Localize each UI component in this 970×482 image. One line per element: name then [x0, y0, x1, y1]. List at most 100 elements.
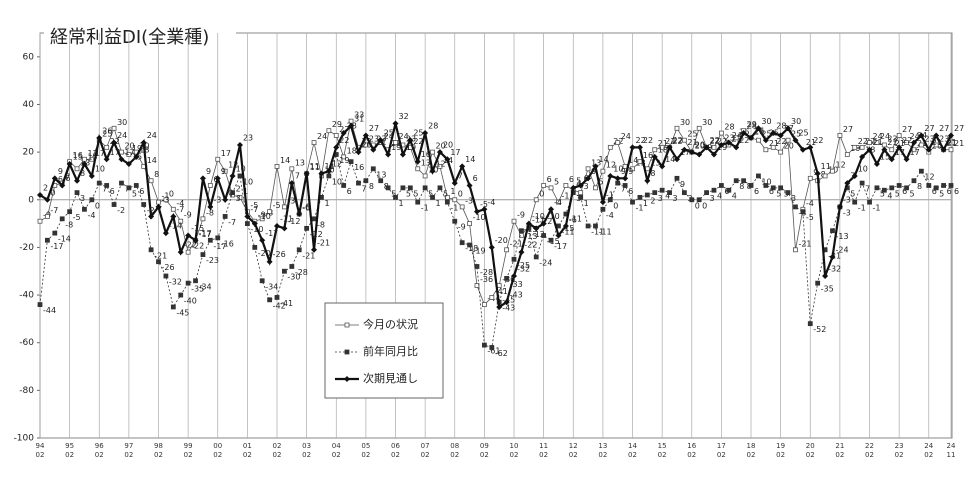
value-label: -45 — [176, 308, 189, 317]
value-label: 10 — [332, 177, 342, 186]
marker — [799, 146, 806, 153]
marker — [333, 144, 340, 151]
marker — [673, 156, 680, 163]
marker — [74, 177, 81, 184]
value-label: 16 — [643, 151, 653, 160]
value-label: 14 — [465, 155, 475, 164]
marker — [252, 245, 258, 250]
value-label: 9 — [621, 167, 626, 176]
marker — [82, 156, 87, 162]
value-label: 12 — [606, 161, 616, 170]
value-label: 4 — [732, 192, 737, 201]
value-label: 7 — [458, 172, 463, 181]
value-label: -7 — [176, 205, 184, 214]
value-label: 0 — [539, 189, 544, 198]
marker — [304, 225, 310, 231]
x-tick-label: 94 02 — [35, 442, 45, 459]
x-tick-label: 09 02 — [479, 442, 489, 459]
value-label: -10 — [258, 212, 271, 221]
series-line — [39, 123, 952, 309]
value-label: 5 — [576, 176, 581, 185]
marker — [467, 242, 472, 248]
marker — [244, 221, 250, 226]
value-label: 19 — [339, 156, 349, 165]
value-label: 21 — [932, 138, 942, 147]
value-label: 24 — [880, 132, 890, 141]
value-label: 0 — [695, 201, 700, 210]
value-label: 5 — [895, 189, 900, 198]
value-label: 13 — [591, 158, 601, 167]
marker — [814, 170, 821, 177]
value-label: -36 — [480, 275, 493, 284]
value-label: -1 — [162, 192, 170, 201]
value-label: 26 — [754, 126, 764, 135]
value-label: -9 — [258, 211, 266, 220]
marker — [548, 185, 554, 191]
marker — [422, 185, 428, 191]
value-label: 21 — [954, 139, 964, 148]
marker — [207, 203, 214, 210]
value-label: -3 — [213, 195, 221, 204]
marker — [741, 178, 747, 184]
marker — [185, 249, 191, 255]
value-label: 0 — [458, 189, 463, 198]
marker — [156, 199, 161, 205]
marker — [333, 133, 339, 138]
y-tick-label: -40 — [19, 291, 34, 301]
value-label: 5 — [406, 189, 411, 198]
value-label: -15 — [561, 224, 574, 233]
marker — [659, 187, 665, 193]
value-label: -7 — [50, 206, 58, 215]
marker — [370, 166, 376, 172]
value-label: 26 — [754, 127, 764, 136]
marker — [178, 292, 184, 298]
marker — [148, 178, 154, 184]
value-label: -3 — [843, 195, 851, 204]
value-label: -24 — [835, 245, 848, 254]
value-label: 18 — [658, 145, 668, 154]
value-label: 6 — [569, 175, 574, 184]
marker — [896, 133, 902, 138]
value-label: -4 — [554, 198, 562, 207]
marker — [363, 142, 369, 148]
value-label: 22 — [673, 137, 683, 146]
marker — [474, 283, 480, 288]
value-label: 15 — [73, 153, 83, 162]
x-tick-label: 95 02 — [65, 442, 75, 459]
value-label: 6 — [65, 174, 70, 183]
value-label: 1 — [436, 199, 441, 208]
y-tick-label: -100 — [14, 434, 35, 444]
value-label: 23 — [939, 134, 949, 143]
value-label: -26 — [162, 263, 175, 272]
marker — [422, 130, 429, 137]
marker — [762, 137, 769, 144]
marker — [562, 222, 569, 229]
marker — [267, 209, 273, 215]
marker — [111, 125, 117, 131]
value-label: -12 — [532, 230, 545, 239]
value-label: 15 — [87, 153, 97, 162]
marker — [282, 204, 287, 210]
marker — [829, 253, 836, 260]
value-label: 20 — [361, 141, 371, 150]
marker — [519, 228, 524, 234]
x-tick-label: 18 02 — [746, 442, 756, 459]
value-label: 9 — [628, 167, 633, 176]
marker — [696, 125, 702, 131]
value-label: -17 — [50, 242, 63, 251]
marker — [215, 156, 221, 162]
value-label: 20 — [695, 142, 705, 151]
value-label: 14 — [598, 155, 608, 164]
marker — [556, 199, 561, 205]
marker — [696, 197, 702, 203]
marker — [667, 190, 672, 196]
value-label: 17 — [680, 148, 690, 157]
marker — [393, 140, 398, 145]
value-label: 6 — [754, 187, 759, 196]
marker — [770, 130, 777, 137]
marker — [437, 164, 443, 169]
marker — [689, 197, 695, 203]
value-label: 25 — [761, 130, 771, 139]
value-label: 13 — [376, 170, 386, 179]
